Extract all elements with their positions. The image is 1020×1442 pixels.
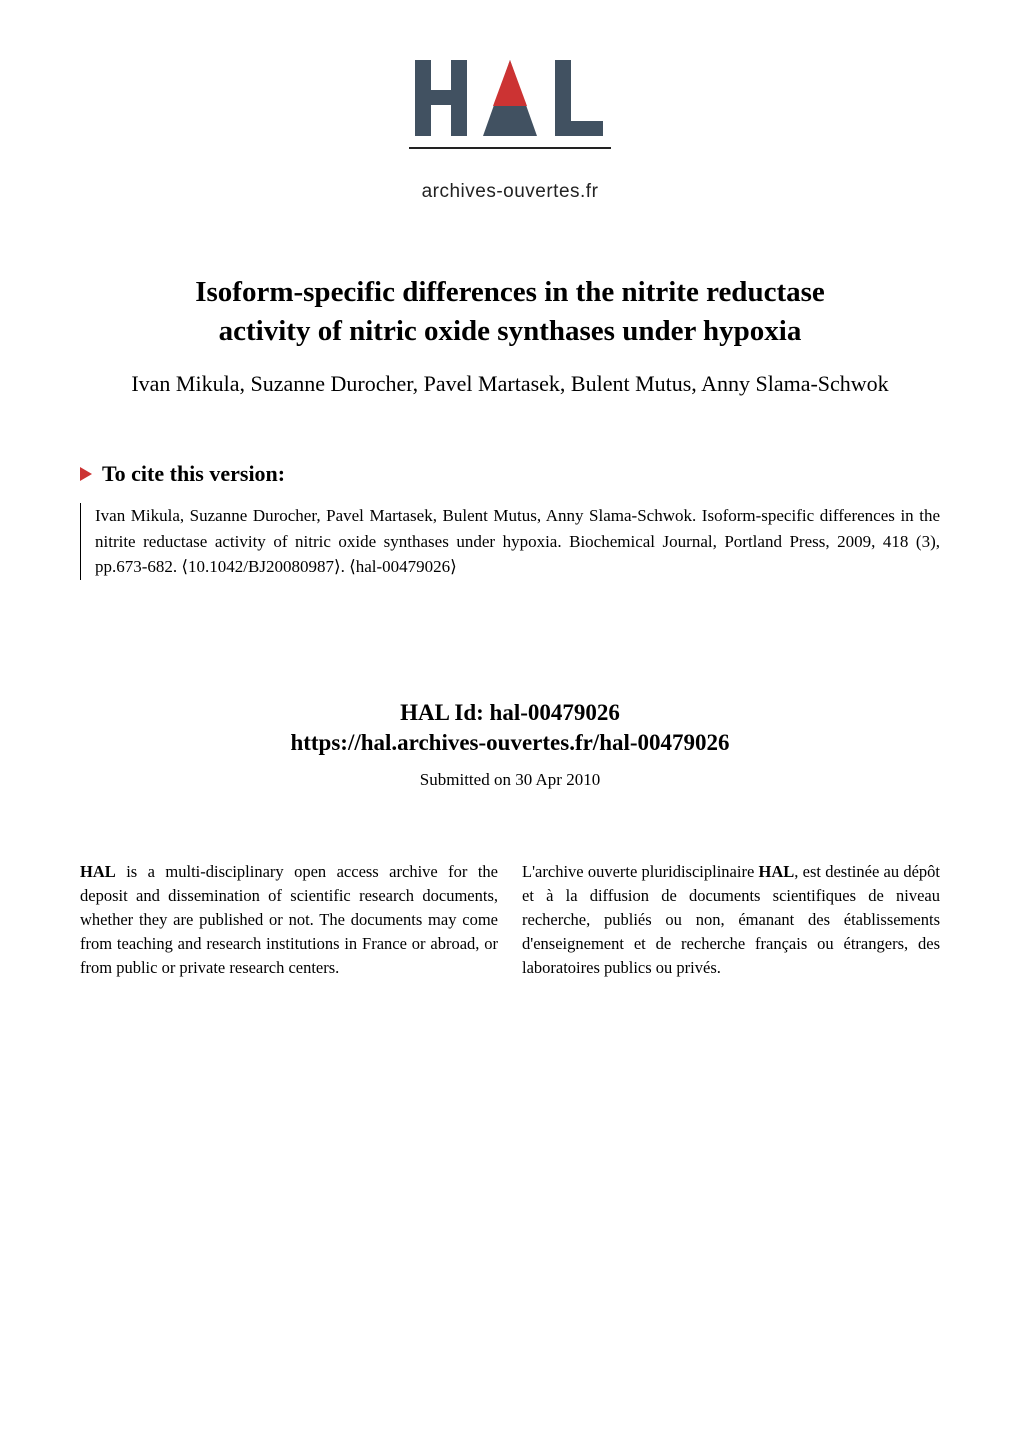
paper-title: Isoform-specific differences in the nitr… bbox=[100, 273, 920, 351]
cite-section: To cite this version: Ivan Mikula, Suzan… bbox=[80, 461, 940, 580]
authors: Ivan Mikula, Suzanne Durocher, Pavel Mar… bbox=[120, 367, 900, 401]
description-left-lead: HAL bbox=[80, 862, 116, 881]
logo-subtitle: archives-ouvertes.fr bbox=[80, 181, 940, 203]
hal-id: HAL Id: hal-00479026 bbox=[80, 700, 940, 726]
triangle-icon bbox=[80, 467, 92, 481]
paper-title-line2: activity of nitric oxide synthases under… bbox=[219, 315, 802, 347]
description-right: L'archive ouverte pluridisciplinaire HAL… bbox=[522, 860, 940, 980]
hal-url: https://hal.archives-ouvertes.fr/hal-004… bbox=[80, 730, 940, 756]
description-left: HAL is a multi-disciplinary open access … bbox=[80, 860, 498, 980]
submitted-date: Submitted on 30 Apr 2010 bbox=[80, 770, 940, 790]
cite-heading: To cite this version: bbox=[102, 461, 285, 487]
description-left-rest: is a multi-disciplinary open access arch… bbox=[80, 862, 498, 977]
cite-heading-row: To cite this version: bbox=[80, 461, 940, 487]
hal-logo-svg bbox=[405, 50, 615, 170]
hal-logo: archives-ouvertes.fr bbox=[80, 50, 940, 203]
cite-body: Ivan Mikula, Suzanne Durocher, Pavel Mar… bbox=[80, 503, 940, 580]
description-right-bold: HAL bbox=[759, 862, 795, 881]
paper-title-line1: Isoform-specific differences in the nitr… bbox=[195, 276, 825, 308]
description-columns: HAL is a multi-disciplinary open access … bbox=[80, 860, 940, 980]
hal-id-section: HAL Id: hal-00479026 https://hal.archive… bbox=[80, 700, 940, 790]
description-right-pre: L'archive ouverte pluridisciplinaire bbox=[522, 862, 759, 881]
